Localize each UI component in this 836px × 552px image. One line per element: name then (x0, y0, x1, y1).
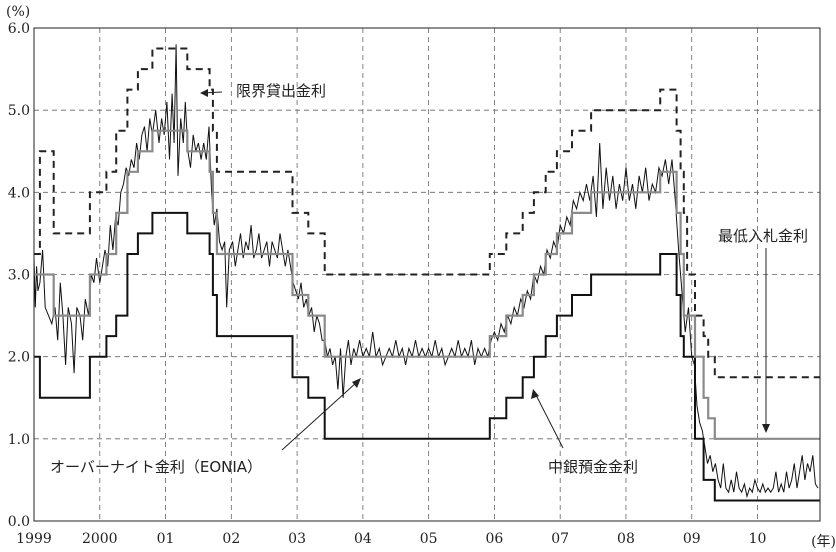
annotation-minimum-bid: 最低入札金利 (718, 227, 808, 433)
y-tick-label: 3.0 (8, 268, 30, 284)
y-tick-label: 2.0 (8, 350, 30, 366)
series-minimum-bid-rate (34, 129, 820, 440)
y-unit-label: (%) (6, 4, 30, 20)
y-tick-label: 4.0 (8, 185, 30, 201)
x-tick-label: 06 (486, 531, 504, 547)
annotation-label: 中銀預金金利 (548, 458, 638, 476)
annotation-eonia: オーバーナイト金利（EONIA） (50, 378, 361, 476)
x-tick-label: 07 (551, 531, 569, 547)
x-tick-label: 09 (683, 531, 701, 547)
y-tick-label: 6.0 (8, 21, 30, 37)
y-tick-label: 0.0 (8, 514, 30, 530)
x-tick-label: 02 (222, 531, 240, 547)
series-eonia-overnight-rate (33, 44, 819, 499)
plot-frame (33, 27, 821, 522)
y-tick-label: 5.0 (8, 103, 30, 119)
annotation-label: 最低入札金利 (718, 227, 808, 245)
x-tick-label: 01 (157, 531, 175, 547)
tick-labels: 0.0 1.0 2.0 3.0 4.0 5.0 6.0 1999 2000 01 02 03 04 05 0… (8, 21, 767, 547)
x-tick-label: 2000 (82, 531, 118, 547)
x-unit-label: (年) (811, 534, 836, 550)
x-tick-label: 08 (617, 531, 635, 547)
series-deposit-facility-rate (34, 211, 820, 502)
series-marginal-lending-rate (34, 47, 820, 379)
annotation-marginal-lending: 限界貸出金利 (200, 82, 326, 100)
x-tick-label: 10 (749, 531, 767, 547)
y-tick-label: 1.0 (8, 432, 30, 448)
series-group (33, 44, 820, 502)
annotation-label: オーバーナイト金利（EONIA） (50, 458, 262, 476)
x-tick-label: 05 (420, 531, 438, 547)
x-tick-label: 1999 (16, 531, 52, 547)
x-tick-label: 04 (354, 531, 372, 547)
x-tick-label: 03 (288, 531, 306, 547)
annotation-deposit-facility: 中銀預金金利 (531, 389, 638, 476)
annotation-label: 限界貸出金利 (236, 82, 326, 100)
